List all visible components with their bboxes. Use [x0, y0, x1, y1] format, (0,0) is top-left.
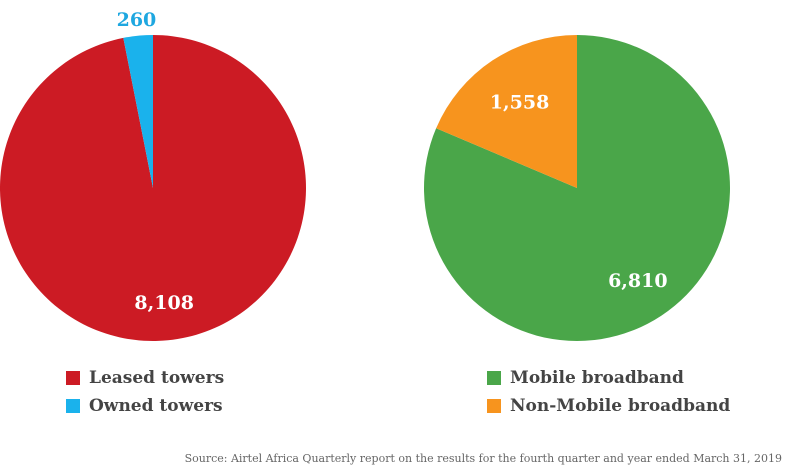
source-note: Source: Airtel Africa Quarterly report o…	[184, 452, 782, 465]
pie-slice-non-mobile-broadband	[436, 35, 577, 188]
legend-label-non-mobile: Non-Mobile broadband	[510, 396, 731, 416]
legend-broadband: Mobile broadband Non-Mobile broadband	[487, 364, 730, 420]
pie-value-label: 1,558	[490, 91, 550, 113]
pie-value-label: 260	[117, 9, 157, 31]
pie-slice-leased-towers	[0, 35, 307, 341]
legend-label-leased: Leased towers	[89, 368, 225, 388]
pie-chart-broadband: 6,810 1,558	[423, 35, 730, 341]
legend-label-owned: Owned towers	[89, 396, 223, 416]
pie-value-label: 8,108	[134, 292, 194, 314]
legend-label-mobile: Mobile broadband	[510, 368, 684, 388]
legend-towers: Leased towers Owned towers	[66, 364, 224, 420]
legend-swatch-owned	[66, 399, 80, 413]
legend-item-mobile-broadband: Mobile broadband	[487, 364, 730, 392]
legend-item-non-mobile-broadband: Non-Mobile broadband	[487, 392, 730, 420]
pie-chart-towers: 8,108 260	[0, 9, 307, 341]
pie-slice-owned-towers	[123, 35, 153, 188]
legend-swatch-non-mobile	[487, 399, 501, 413]
legend-item-owned-towers: Owned towers	[66, 392, 224, 420]
legend-item-leased-towers: Leased towers	[66, 364, 224, 392]
legend-swatch-leased	[66, 371, 80, 385]
pie-value-label: 6,810	[608, 270, 668, 292]
legend-swatch-mobile	[487, 371, 501, 385]
